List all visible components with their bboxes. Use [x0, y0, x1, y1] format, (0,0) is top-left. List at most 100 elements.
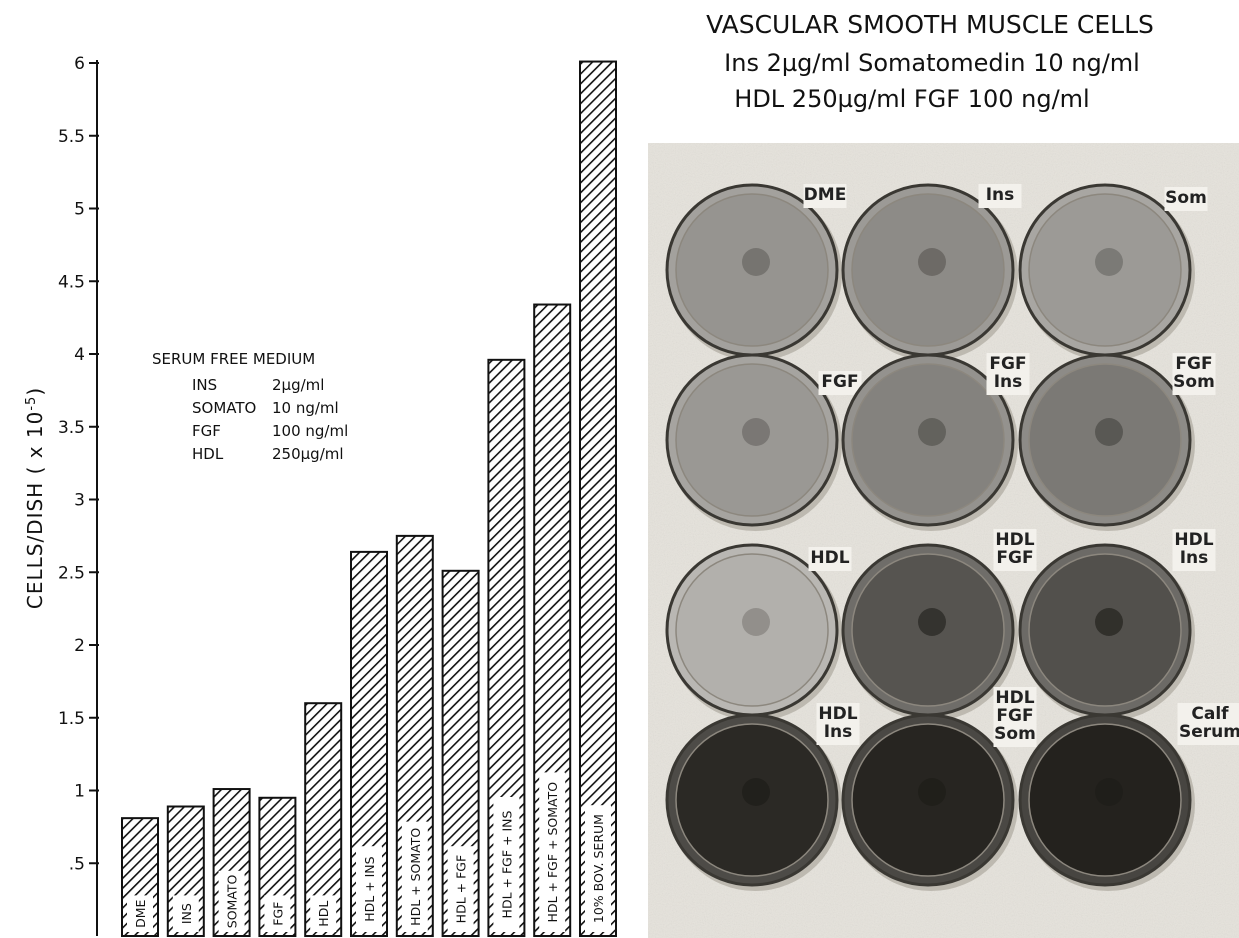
dish-label: Ins	[824, 722, 853, 742]
bar-label-box	[264, 895, 291, 932]
dish-label-card	[1177, 703, 1239, 745]
y-tick-label: 2	[74, 636, 85, 656]
y-tick-label: 1.5	[58, 709, 85, 729]
bar	[579, 60, 617, 938]
y-tick-label: .5	[69, 854, 85, 874]
y-axis-title-main: CELLS/DISH ( x 10	[23, 411, 47, 610]
dish-label: HDL	[1174, 530, 1213, 550]
dish-label: Ins	[1180, 548, 1209, 568]
y-axis-ticks: .5 1 1.5 2 2.5 3 3.5 4 4.5 5 5.5 6	[58, 54, 99, 874]
dish-label: Serum	[1179, 722, 1239, 742]
legend-dose-hdl: 250µg/ml	[272, 445, 344, 463]
y-tick-label: 3	[74, 491, 85, 511]
dish-label: FGF	[996, 548, 1033, 568]
bar-category-label: DME	[133, 899, 148, 927]
dish-center-spot	[1095, 248, 1123, 276]
y-axis-title: CELLS/DISH ( x 10-5)	[23, 387, 47, 609]
bar-category-label: HDL	[316, 901, 331, 927]
dish-label: Calf	[1191, 704, 1229, 724]
dish-label: HDL	[995, 688, 1034, 708]
y-tick-label: 3.5	[58, 418, 85, 438]
y-axis-title-exponent: -5	[24, 396, 39, 411]
y-axis-title-close: )	[23, 387, 47, 396]
dish-label: Som	[1173, 372, 1215, 392]
bars: DME INS SOMATO FGF HDL HDL + INS HDL + SOMATO H…	[121, 60, 617, 938]
dish-label: HDL	[995, 530, 1034, 550]
dish-center-spot	[918, 248, 946, 276]
dish-center-spot	[918, 418, 946, 446]
dish-label: Som	[994, 724, 1036, 744]
bar-category-label: HDL + FGF	[454, 855, 469, 923]
y-tick-label: 4	[74, 345, 85, 365]
dish-center-spot	[1095, 778, 1123, 806]
legend-dose-fgf: 100 ng/ml	[272, 422, 348, 440]
photo-title-line-1: VASCULAR SMOOTH MUSCLE CELLS	[706, 10, 1154, 39]
bar-category-label: 10% BOV. SERUM	[591, 814, 606, 923]
dish-grid: DME Ins SomFGFFGFInsFGFSomHDLHDLFGFHDLInsH…	[665, 183, 1239, 891]
y-tick-label: 6	[74, 54, 85, 74]
dish-label: FGF	[996, 706, 1033, 726]
bar-label-box	[447, 846, 474, 932]
petri-dish: FGF	[665, 353, 862, 531]
dish-label: FGF	[989, 354, 1026, 374]
dish-center-spot	[742, 608, 770, 636]
dish-label: HDL	[810, 548, 849, 568]
bar-label-box	[172, 895, 199, 932]
dish-label-card	[803, 184, 847, 208]
y-tick-label: 2.5	[58, 563, 85, 583]
y-tick-label: 1	[74, 782, 85, 802]
dish-center-spot	[742, 248, 770, 276]
dish-label: DME	[804, 185, 847, 205]
y-tick-label: 4.5	[58, 272, 85, 292]
dish-label-card	[986, 353, 1030, 395]
petri-dish: Som	[1018, 183, 1208, 361]
petri-dish: Ins	[841, 183, 1022, 361]
bar-chart: .5 1 1.5 2 2.5 3 3.5 4 4.5 5 5.5 6 DME INS SOMATO FGF H…	[23, 54, 617, 938]
bar-label-box	[127, 895, 153, 932]
dish-label-card	[1172, 529, 1216, 571]
photo-title: VASCULAR SMOOTH MUSCLE CELLS Ins 2µg/ml …	[706, 10, 1154, 113]
dish-label: Ins	[986, 185, 1015, 205]
dish-center-spot	[918, 778, 946, 806]
dish-label-card	[816, 703, 860, 745]
dish-label: Ins	[994, 372, 1023, 392]
dish-label-card	[1172, 353, 1216, 395]
bar-label-box	[539, 772, 566, 932]
dish-label-card	[1164, 187, 1208, 211]
bar-label-box	[356, 846, 382, 932]
dish-center-spot	[742, 418, 770, 446]
bar-label-box	[310, 895, 337, 932]
bar-category-label: HDL + INS	[362, 856, 377, 921]
dish-center-spot	[1095, 418, 1123, 446]
legend-name-hdl: HDL	[192, 445, 224, 463]
bar-category-label: HDL + FGF + INS	[499, 811, 514, 919]
dish-label: FGF	[1175, 354, 1212, 374]
bar-label-box	[218, 870, 245, 932]
legend-name-somato: SOMATO	[192, 399, 256, 417]
bar-category-label: INS	[179, 903, 194, 924]
legend: SERUM FREE MEDIUM INS 2µg/ml SOMATO 10 n…	[152, 350, 348, 463]
legend-dose-somato: 10 ng/ml	[272, 399, 339, 417]
dish-label-card	[808, 547, 852, 571]
y-tick-label: 5.5	[58, 127, 85, 147]
legend-name-ins: INS	[192, 376, 217, 394]
bar-category-label: SOMATO	[225, 874, 240, 928]
bar-label-box	[401, 821, 428, 932]
dish-center-spot	[918, 608, 946, 636]
y-tick-label: 5	[74, 200, 85, 220]
petri-dish: HDL	[665, 543, 852, 721]
legend-title: SERUM FREE MEDIUM	[152, 350, 315, 368]
dish-label-card	[993, 529, 1037, 571]
dish-label: HDL	[818, 704, 857, 724]
legend-dose-ins: 2µg/ml	[272, 376, 324, 394]
bar-category-label: HDL + SOMATO	[408, 828, 423, 926]
legend-name-fgf: FGF	[192, 422, 221, 440]
dish-center-spot	[1095, 608, 1123, 636]
dish-label-card	[818, 371, 862, 395]
dish-center-spot	[742, 778, 770, 806]
